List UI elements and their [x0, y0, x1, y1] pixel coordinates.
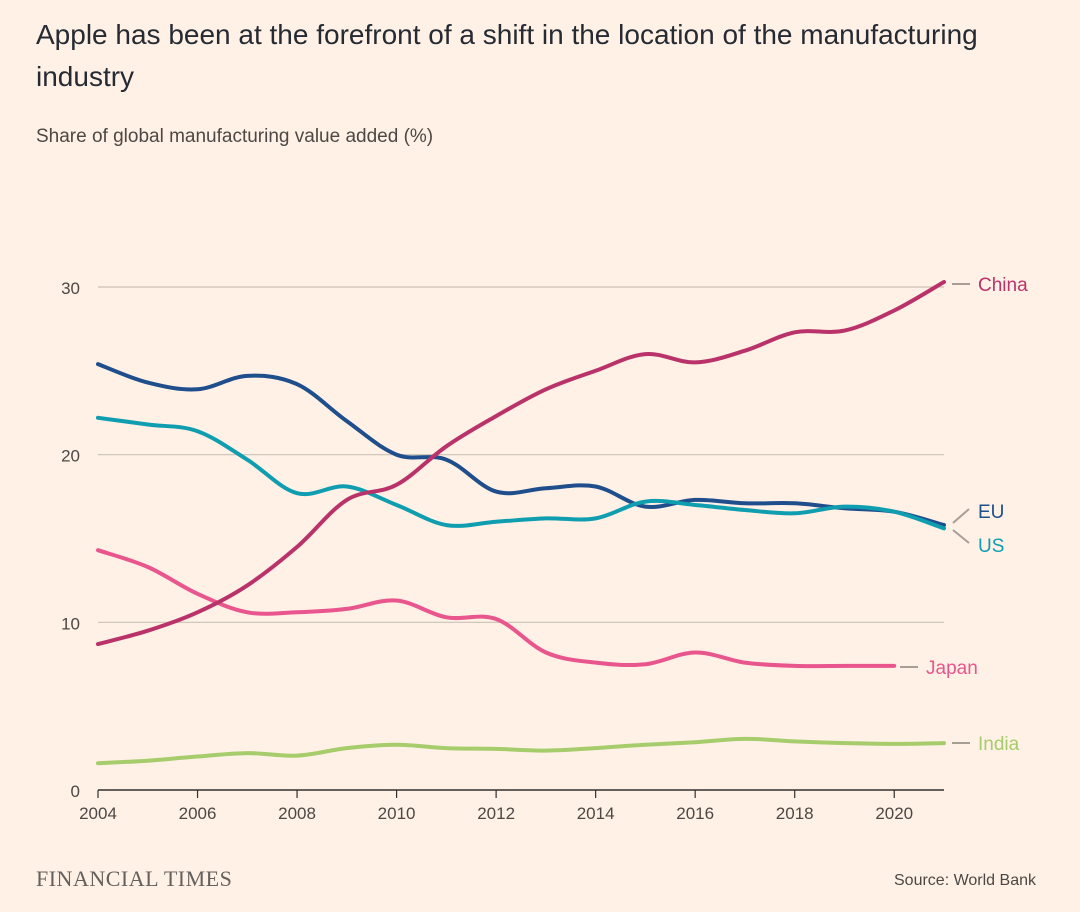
series-label-india: India: [978, 734, 1020, 755]
series-layer: [96, 280, 946, 766]
x-tick-label: 2010: [378, 804, 416, 823]
x-tick-label: 2008: [278, 804, 316, 823]
ft-brand-logo: FINANCIAL TIMES: [36, 866, 233, 891]
y-tick-label: 0: [71, 782, 80, 801]
x-tick-label: 2014: [577, 804, 615, 823]
series-line-china: [96, 280, 946, 647]
x-tick-label: 2006: [179, 804, 217, 823]
source-note: Source: World Bank: [894, 872, 1036, 889]
label-layer: China EU US Japan India: [900, 275, 1028, 755]
x-tick-label: 2018: [776, 804, 814, 823]
chart-title: Apple has been at the forefront of a shi…: [36, 19, 978, 92]
label-leader-us: [952, 529, 970, 544]
series-line-japan: [96, 548, 897, 669]
y-tick-label: 10: [61, 614, 80, 633]
grid-layer: [98, 286, 944, 623]
x-tick-label: 2004: [79, 804, 117, 823]
series-label-us: US: [978, 536, 1004, 557]
x-tick-label: 2016: [676, 804, 714, 823]
axis-layer: 0 10 20 30 2004 2006 2008 2010 2012 2014 2016 2018 2…: [61, 279, 944, 823]
x-tick-label: 2020: [875, 804, 913, 823]
y-tick-label: 20: [61, 447, 80, 466]
series-line-us: [96, 415, 946, 531]
chart-subtitle: Share of global manufacturing value adde…: [36, 126, 434, 147]
x-tick-label: 2012: [477, 804, 515, 823]
y-tick-label: 30: [61, 279, 80, 298]
series-label-japan: Japan: [926, 658, 978, 679]
series-line-india: [96, 736, 946, 766]
series-label-eu: EU: [978, 502, 1004, 523]
label-leader-eu: [952, 508, 970, 524]
series-label-china: China: [978, 275, 1028, 296]
series-line-eu: [96, 362, 946, 528]
